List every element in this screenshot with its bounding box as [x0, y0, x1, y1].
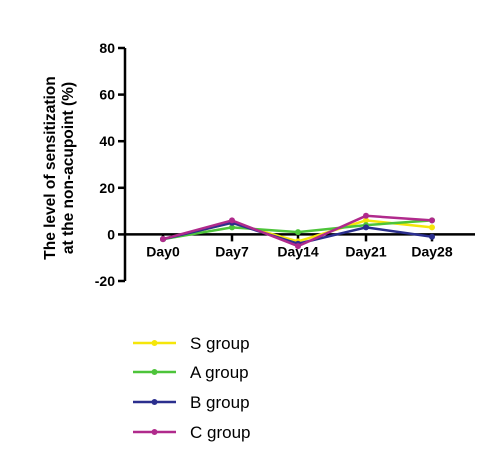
data-point — [229, 217, 235, 224]
legend-marker-b-group — [151, 399, 158, 405]
y-axis-label-line-2: at the non-acupoint (%) — [60, 82, 77, 254]
series-layer — [160, 212, 435, 250]
y-tick-label: 60 — [99, 87, 115, 103]
legend-marker-c-group — [151, 429, 158, 435]
legend-label-a-group: A group — [190, 363, 249, 382]
y-tick-label: 40 — [99, 133, 115, 149]
legend-marker-a-group — [151, 369, 158, 375]
data-point — [363, 224, 369, 231]
x-tick-label: Day14 — [277, 243, 318, 259]
legend-label-c-group: C group — [190, 423, 250, 442]
x-tick-label: Day0 — [146, 243, 180, 259]
y-axis-label-line-1: The level of sensitization — [42, 76, 59, 259]
y-tick-label: -20 — [95, 273, 115, 289]
data-point — [295, 243, 301, 250]
data-point — [429, 224, 435, 231]
legend: S group A group B group C group — [133, 334, 250, 442]
x-tick-label: Day28 — [411, 243, 452, 259]
data-point — [160, 236, 166, 243]
data-point — [295, 229, 301, 236]
data-point — [429, 217, 435, 224]
legend-label-b-group: B group — [190, 393, 250, 412]
legend-label-s-group: S group — [190, 334, 250, 353]
x-axis: Day0 Day7 Day14 Day21 Day28 — [125, 233, 475, 259]
y-axis: -20 0 20 40 60 80 — [95, 40, 127, 289]
data-point — [363, 217, 369, 224]
y-tick-label: 20 — [99, 180, 115, 196]
x-tick-label: Day7 — [215, 243, 249, 259]
data-point — [429, 233, 435, 240]
y-tick-label: 80 — [99, 40, 115, 56]
data-point — [363, 212, 369, 219]
x-tick-label: Day21 — [345, 243, 386, 259]
legend-marker-s-group — [151, 340, 158, 346]
data-point — [229, 224, 235, 231]
y-tick-label: 0 — [107, 226, 115, 242]
